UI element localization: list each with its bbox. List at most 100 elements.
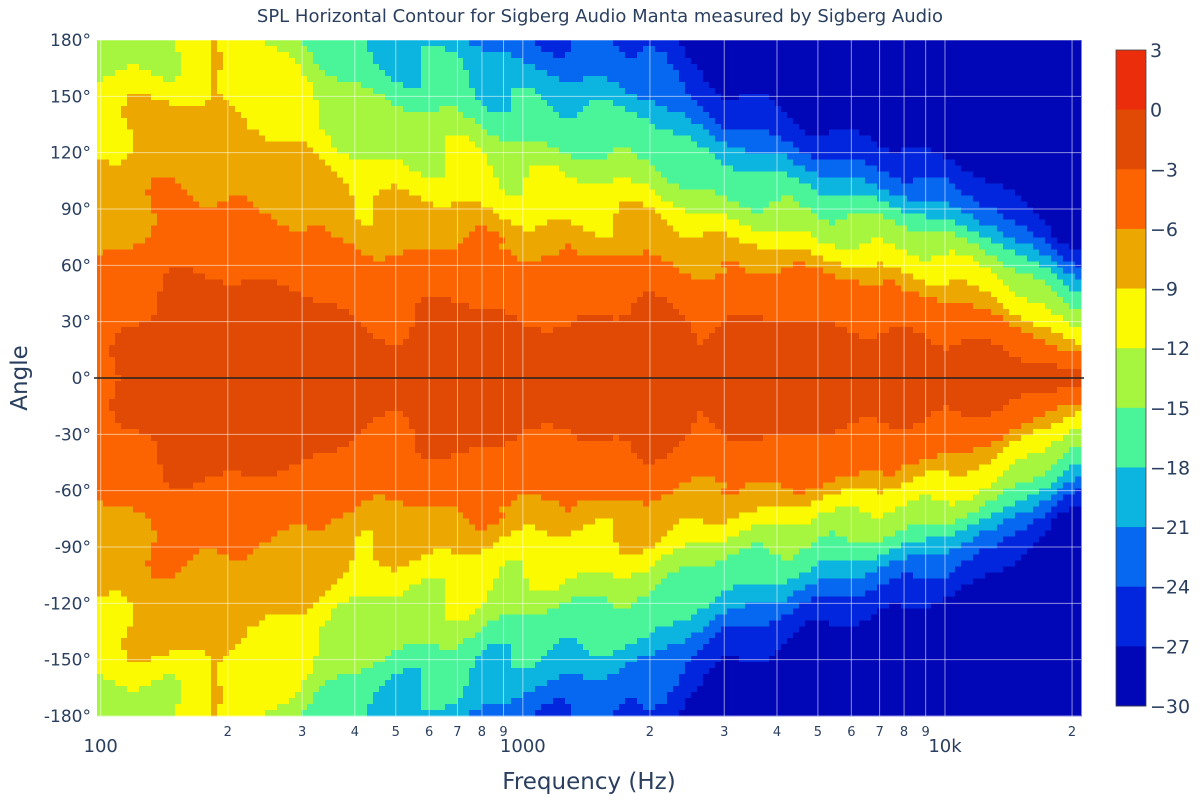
contour-cell (1021, 500, 1028, 514)
contour-cell (499, 566, 506, 615)
contour-cell (811, 40, 818, 137)
contour-cell (565, 578, 572, 603)
contour-cell (673, 686, 680, 717)
contour-cell (481, 626, 488, 651)
contour-cell (865, 512, 872, 544)
contour-cell (715, 123, 722, 143)
contour-cell (973, 243, 980, 262)
contour-cell (727, 536, 734, 556)
contour-cell (751, 584, 758, 603)
contour-cell (193, 482, 200, 556)
contour-cell (1063, 482, 1070, 496)
contour-cell (937, 470, 944, 502)
contour-cell (637, 255, 644, 298)
contour-cell (1051, 345, 1058, 364)
contour-cell (289, 614, 296, 699)
contour-cell (469, 710, 476, 717)
contour-cell (997, 303, 1004, 316)
contour-cell (1057, 243, 1064, 256)
contour-cell (811, 500, 818, 520)
contour-cell (397, 500, 404, 568)
contour-cell (775, 584, 782, 603)
contour-cell (433, 578, 440, 645)
contour-cell (919, 422, 926, 460)
contour-cell (1075, 327, 1082, 346)
contour-cell (733, 608, 740, 627)
contour-cell (451, 40, 458, 53)
contour-cell (181, 40, 188, 107)
contour-cell (229, 470, 236, 562)
contour-cell (583, 255, 590, 316)
contour-cell (571, 434, 578, 508)
contour-cell (385, 40, 392, 77)
contour-cell (997, 440, 1004, 454)
contour-cell (799, 207, 806, 233)
contour-cell (367, 255, 374, 334)
contour-cell (541, 530, 548, 591)
contour-cell (907, 524, 914, 544)
contour-cell (175, 105, 182, 185)
contour-cell (157, 99, 164, 179)
contour-cell (499, 237, 506, 244)
contour-cell (421, 177, 428, 203)
contour-cell (991, 572, 998, 717)
contour-cell (571, 81, 578, 119)
y-tick-label: 180° (50, 31, 91, 51)
contour-cell (289, 40, 296, 59)
contour-cell (1033, 213, 1040, 239)
contour-cell (301, 45, 308, 77)
contour-cell (601, 40, 608, 77)
contour-cell (607, 99, 614, 155)
contour-cell (505, 219, 512, 250)
contour-cell (991, 243, 998, 256)
contour-cell (349, 195, 356, 244)
contour-cell (925, 231, 932, 262)
contour-cell (121, 69, 128, 107)
contour-cell (469, 87, 476, 119)
contour-cell (637, 117, 644, 161)
contour-cell (955, 189, 962, 209)
contour-cell (817, 560, 824, 580)
contour-cell (781, 141, 788, 155)
contour-cell (373, 195, 380, 262)
contour-cell (301, 231, 308, 298)
contour-cell (397, 566, 404, 597)
contour-cell (1009, 237, 1016, 250)
contour-cell (895, 249, 902, 268)
contour-cell (427, 177, 434, 203)
contour-cell (643, 572, 650, 597)
contour-cell (763, 626, 770, 663)
contour-cell (157, 464, 164, 579)
contour-cell (517, 494, 524, 532)
contour-cell (553, 644, 560, 681)
contour-cell (889, 267, 896, 280)
contour-cell (1009, 291, 1016, 316)
contour-cell (1033, 518, 1040, 544)
contour-cell (385, 159, 392, 191)
contour-cell (619, 40, 626, 53)
contour-cell (847, 596, 854, 627)
contour-cell (919, 542, 926, 556)
colorbar-band (1116, 586, 1146, 647)
contour-cell (883, 279, 890, 334)
contour-cell (787, 638, 794, 717)
contour-cell (283, 704, 290, 717)
contour-cell (241, 638, 248, 717)
contour-cell (451, 620, 458, 651)
contour-cell (355, 434, 362, 508)
x-minor-tick-label: 3 (720, 725, 728, 740)
contour-cell (649, 45, 656, 101)
contour-cell (949, 596, 956, 717)
contour-cell (241, 195, 248, 280)
contour-cell (829, 129, 836, 161)
contour-cell (613, 650, 620, 675)
contour-cell (253, 476, 260, 550)
contour-cell (973, 285, 980, 310)
contour-cell (487, 590, 494, 621)
contour-cell (589, 524, 596, 574)
contour-cell (673, 207, 680, 233)
contour-cell (397, 159, 404, 191)
contour-cell (1075, 476, 1082, 490)
contour-cell (775, 506, 782, 526)
contour-cell (691, 40, 698, 65)
